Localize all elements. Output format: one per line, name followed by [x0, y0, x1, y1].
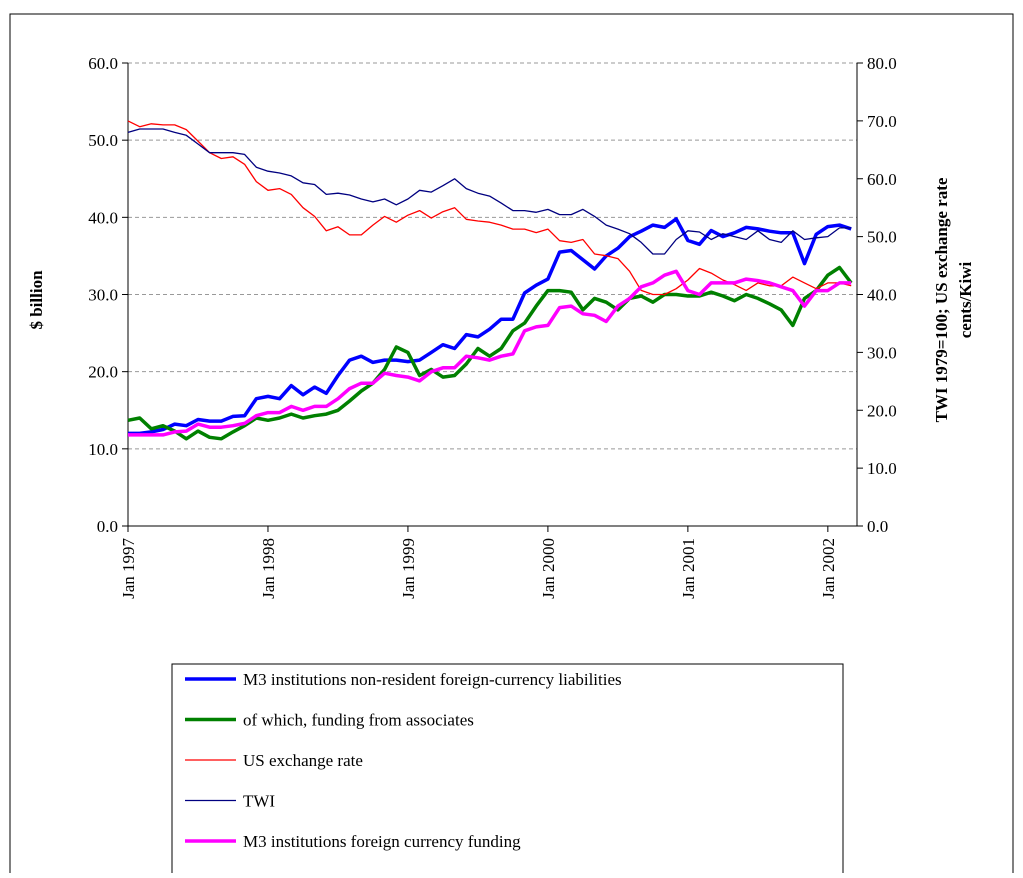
y2-tick-label: 70.0	[867, 112, 897, 131]
y2-tick-label: 20.0	[867, 401, 897, 420]
y-tick-label: 60.0	[88, 54, 118, 73]
x-tick-label: Jan 1998	[259, 538, 278, 599]
x-tick-label: Jan 2001	[679, 538, 698, 599]
y2-axis-title: cents/Kiwi	[956, 261, 975, 338]
series-line	[127, 120, 852, 296]
y2-tick-label: 80.0	[867, 54, 897, 73]
series-line	[128, 269, 852, 437]
legend-label: M3 institutions foreign currency funding	[243, 832, 521, 851]
y-tick-label: 50.0	[88, 131, 118, 150]
series-line	[128, 217, 852, 436]
x-tick-label: Jan 1999	[399, 538, 418, 599]
x-tick-label: Jan 2002	[819, 538, 838, 599]
y2-tick-label: 30.0	[867, 343, 897, 362]
y-tick-label: 30.0	[88, 286, 118, 305]
series-line	[127, 265, 853, 441]
legend-label: M3 institutions non-resident foreign-cur…	[243, 670, 622, 689]
y2-tick-label: 10.0	[867, 459, 897, 478]
legend-label: TWI	[243, 792, 275, 811]
y-tick-label: 40.0	[88, 208, 118, 227]
y-axis-title: $ billion	[27, 270, 46, 330]
y-tick-label: 10.0	[88, 440, 118, 459]
x-tick-label: Jan 1997	[119, 538, 138, 599]
legend-label: of which, funding from associates	[243, 711, 474, 730]
y2-tick-label: 40.0	[867, 286, 897, 305]
y2-axis-title: TWI 1979=100; US exchange rate	[932, 177, 951, 422]
y2-tick-label: 50.0	[867, 228, 897, 247]
x-tick-label: Jan 2000	[539, 538, 558, 599]
legend-box	[171, 663, 844, 878]
y-tick-label: 20.0	[88, 363, 118, 382]
chart-border	[9, 13, 1014, 878]
y2-tick-label: 60.0	[867, 170, 897, 189]
series-line	[127, 128, 852, 255]
y2-tick-label: 0.0	[867, 517, 888, 536]
legend-label: US exchange rate	[243, 751, 363, 770]
y-tick-label: 0.0	[97, 517, 118, 536]
